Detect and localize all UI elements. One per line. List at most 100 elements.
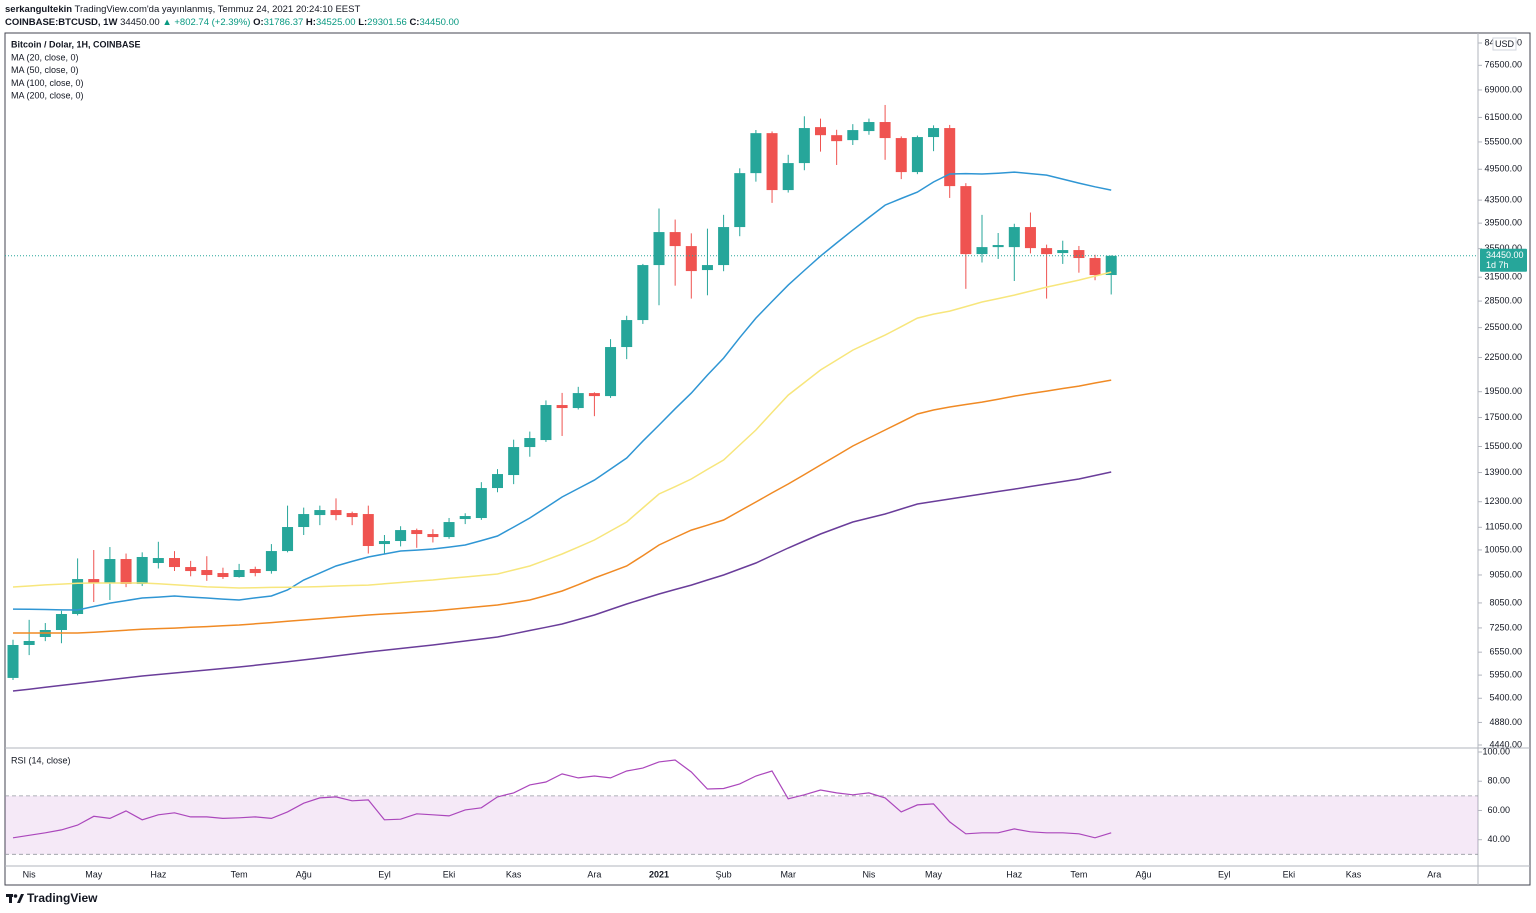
ohlc-key: O: xyxy=(253,17,264,28)
ma-line xyxy=(12,471,1112,692)
candle-body xyxy=(411,530,423,535)
symbol: COINBASE:BTCUSD, 1W xyxy=(5,17,118,28)
y-tick-label: 13900.00 xyxy=(1484,467,1522,477)
change: ▲ +802.74 (+2.39%) xyxy=(162,17,251,28)
candle-body xyxy=(960,186,972,255)
candle-body xyxy=(944,128,956,187)
candle-body xyxy=(992,245,1004,248)
chart-title: Bitcoin / Dolar, 1H, COINBASE xyxy=(11,39,141,49)
y-tick-label: 5950.00 xyxy=(1489,669,1522,679)
candle-body xyxy=(831,135,843,142)
candle-body xyxy=(782,163,794,191)
candle-body xyxy=(701,265,713,271)
candle-body xyxy=(120,559,132,585)
candle-body xyxy=(265,551,277,572)
y-tick-label: 7250.00 xyxy=(1489,622,1522,632)
candle-body xyxy=(88,579,100,584)
candle-body xyxy=(1105,255,1117,276)
x-tick-label: 2021 xyxy=(649,869,669,879)
y-tick-label: 12300.00 xyxy=(1484,496,1522,506)
candle-body xyxy=(863,122,875,132)
x-tick-label: Nis xyxy=(862,869,875,879)
candle-body xyxy=(798,128,810,164)
ohlc-value: 34525.00 xyxy=(315,17,356,28)
x-tick-label: Nis xyxy=(23,869,36,879)
x-tick-label: May xyxy=(925,869,943,879)
y-tick-label: 25500.00 xyxy=(1484,322,1522,332)
x-tick-label: Kas xyxy=(506,869,522,879)
legend-entry: MA (20, close, 0) xyxy=(11,52,79,62)
plot: 4440.00 4880.00 5400.00 5950.00 6550.00 7250.… xyxy=(5,37,1527,879)
candle-body xyxy=(847,130,859,141)
y-tick-label: 69000.00 xyxy=(1484,84,1522,94)
candle-body xyxy=(378,541,390,545)
candle-body xyxy=(23,640,35,645)
candle-body xyxy=(475,488,487,519)
candle-body xyxy=(653,232,665,266)
y-tick-label: 15500.00 xyxy=(1484,441,1522,451)
candle-body xyxy=(346,513,358,518)
header: serkangultekin TradingView.com'da yayınl… xyxy=(5,3,459,29)
y-tick-label: 8050.00 xyxy=(1489,597,1522,607)
y-tick-label: 39500.00 xyxy=(1484,218,1522,228)
candle-body xyxy=(427,534,439,538)
ohlc-value: 34450.00 xyxy=(419,17,460,28)
x-tick-label: Eyl xyxy=(1218,869,1231,879)
last: 34450.00 xyxy=(120,17,160,28)
candle-body xyxy=(72,579,84,615)
candle-body xyxy=(1008,227,1020,248)
ohlc-key: H: xyxy=(305,17,316,28)
x-tick-label: Ağu xyxy=(1135,869,1151,879)
x-tick-label: Ağu xyxy=(296,869,312,879)
x-tick-label: Ara xyxy=(587,869,601,879)
candle-body xyxy=(136,556,148,585)
candle-body xyxy=(669,232,681,247)
x-tick-label: Ara xyxy=(1427,869,1441,879)
published: TradingView.com'da yayınlanmış, Temmuz 2… xyxy=(74,4,361,15)
ohlc-value: 29301.56 xyxy=(367,17,407,28)
candle-body xyxy=(718,227,730,266)
ma-line xyxy=(13,379,1112,634)
candle-body xyxy=(104,559,116,584)
publish-line: serkangultekin TradingView.com'da yayınl… xyxy=(5,3,459,16)
y-tick-label: 10050.00 xyxy=(1484,544,1522,554)
frame xyxy=(4,32,1531,886)
y-tick-label: 17500.00 xyxy=(1484,412,1522,422)
currency-box xyxy=(1492,37,1517,51)
candle-body xyxy=(169,558,180,568)
rsi-band xyxy=(5,795,1478,855)
ohlc-value: 31786.37 xyxy=(263,17,304,28)
legend-entry: MA (200, close, 0) xyxy=(11,90,84,100)
currency: USD xyxy=(1495,39,1515,49)
candle-body xyxy=(540,405,552,441)
y-tick-label: 55500.00 xyxy=(1484,136,1522,146)
ohlc-key: C: xyxy=(409,17,420,28)
logo xyxy=(6,893,24,903)
ma-line xyxy=(12,171,1112,611)
y-tick-label: 40.00 xyxy=(1487,834,1510,844)
candle-body xyxy=(152,558,164,564)
candle-body xyxy=(815,127,826,136)
candle-body xyxy=(605,347,617,397)
y-tick-label: 60.00 xyxy=(1487,805,1510,815)
candle-body xyxy=(395,530,407,542)
rsi-line xyxy=(12,759,1112,839)
y-tick-label: 100.00 xyxy=(1482,746,1510,756)
candle-body xyxy=(911,137,923,173)
x-tick-label: Kas xyxy=(1346,869,1362,879)
x-tick-label: Eyl xyxy=(378,869,391,879)
candle-body xyxy=(330,510,342,516)
candle-body xyxy=(1073,250,1085,259)
y-tick-label: 5400.00 xyxy=(1489,693,1522,703)
candle-body xyxy=(492,474,503,489)
candle-body xyxy=(1057,250,1069,254)
y-tick-label: 28500.00 xyxy=(1484,295,1522,305)
y-tick-label: 22500.00 xyxy=(1484,352,1522,362)
y-tick-label: 61500.00 xyxy=(1484,112,1522,122)
y-tick-label: 35500.00 xyxy=(1484,243,1522,253)
candle-body xyxy=(508,447,520,476)
y-tick-label: 4880.00 xyxy=(1489,717,1522,727)
candle-body xyxy=(750,133,762,174)
